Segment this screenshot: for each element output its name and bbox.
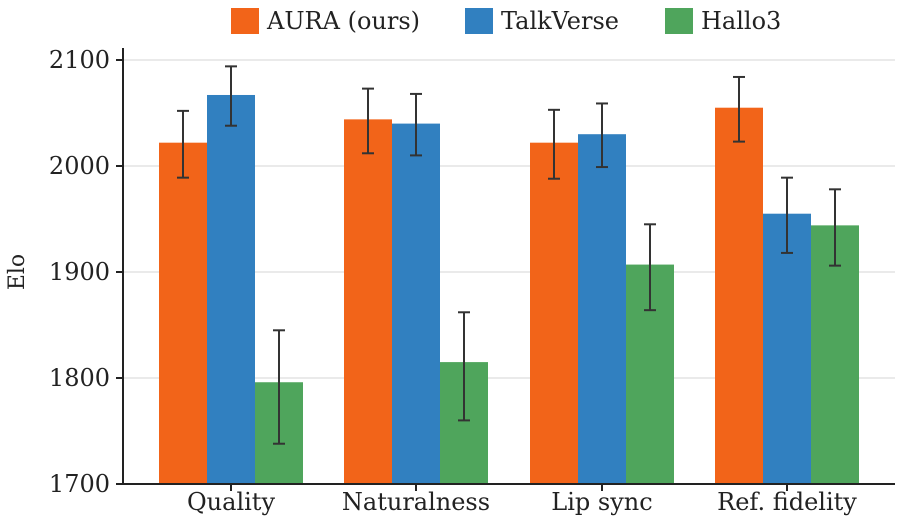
legend-swatch bbox=[465, 8, 493, 34]
x-tick-label: Ref. fidelity bbox=[717, 488, 857, 516]
x-ticks: Quality Naturalness Lip sync Ref. fidelity bbox=[187, 484, 857, 516]
y-ticks: 1700 1800 1900 2000 2100 bbox=[49, 46, 123, 498]
x-tick-label: Naturalness bbox=[342, 488, 490, 516]
legend-label: TalkVerse bbox=[501, 7, 619, 35]
x-tick-label: Lip sync bbox=[551, 488, 652, 516]
y-tick-label: 1700 bbox=[49, 470, 110, 498]
bars bbox=[159, 94, 859, 485]
bar bbox=[715, 107, 763, 484]
bar bbox=[392, 123, 440, 484]
bar bbox=[578, 134, 626, 484]
bar bbox=[344, 119, 392, 485]
legend: AURA (ours) TalkVerse Hallo3 bbox=[231, 7, 781, 35]
bar bbox=[159, 142, 207, 484]
bar bbox=[207, 94, 255, 484]
legend-swatch bbox=[231, 8, 259, 34]
y-axis-label: Elo bbox=[5, 254, 30, 290]
y-tick-label: 1800 bbox=[49, 364, 110, 392]
x-tick-label: Quality bbox=[187, 488, 275, 516]
legend-label: Hallo3 bbox=[701, 7, 781, 35]
bar bbox=[763, 213, 811, 484]
bar bbox=[811, 225, 859, 485]
legend-swatch bbox=[665, 8, 693, 34]
bar bbox=[530, 142, 578, 484]
y-tick-label: 2000 bbox=[49, 152, 110, 180]
y-tick-label: 2100 bbox=[49, 46, 110, 74]
axes bbox=[122, 48, 895, 485]
error-bars bbox=[177, 65, 841, 445]
y-tick-label: 1900 bbox=[49, 258, 110, 286]
legend-label: AURA (ours) bbox=[266, 7, 420, 35]
